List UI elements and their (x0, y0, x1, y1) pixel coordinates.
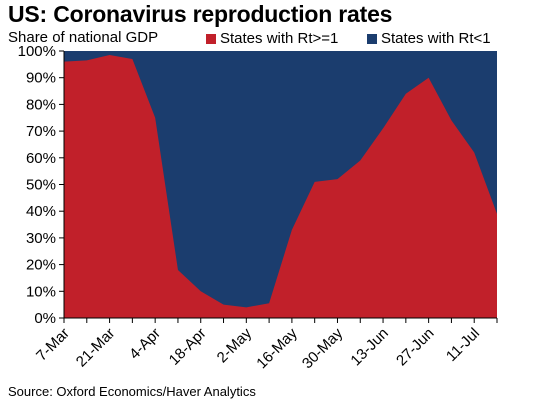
x-tick-label: 2-May (214, 324, 256, 366)
chart-title: US: Coronavirus reproduction rates (8, 1, 393, 27)
y-tick-label: 10% (26, 283, 56, 300)
legend-label: States with Rt<1 (381, 30, 491, 47)
legend-swatch-red (206, 33, 216, 44)
x-tick-label: 11-Jul (443, 325, 483, 365)
y-tick-label: 60% (26, 150, 56, 167)
x-tick-label: 7-Mar (33, 325, 73, 365)
x-tick-label: 18-Apr (166, 325, 210, 369)
legend-item-rt-above-1: States with Rt>=1 (206, 30, 338, 47)
x-tick-label: 30-May (299, 324, 347, 372)
y-tick-label: 0% (34, 310, 56, 327)
area-series-rt-above-1 (64, 55, 497, 318)
y-tick-label: 90% (26, 70, 56, 87)
y-tick-label: 20% (26, 257, 56, 274)
y-axis-label: Share of national GDP (8, 29, 159, 46)
x-tick-label: 16-May (253, 324, 301, 372)
y-tick-label: 80% (26, 96, 56, 113)
x-tick-label: 4-Apr (126, 325, 164, 363)
area-chart: 0% 10% 20% 30% 40% 50% 60% 70% 80% 90% 100% 7-Mar 21… (18, 43, 498, 372)
y-tick-label: 30% (26, 230, 56, 247)
y-tick-label: 100% (18, 43, 56, 60)
x-tick-label: 27-Jun (393, 325, 437, 369)
x-tick-label: 21-Mar (73, 325, 119, 371)
legend-label: States with Rt>=1 (220, 30, 339, 47)
source-note: Source: Oxford Economics/Haver Analytics (8, 384, 256, 399)
x-tick-label: 13-Jun (347, 325, 391, 369)
y-tick-label: 40% (26, 203, 56, 220)
y-tick-label: 50% (26, 177, 56, 194)
y-tick-label: 70% (26, 123, 56, 140)
legend-swatch-blue (367, 33, 377, 44)
legend-item-rt-below-1: States with Rt<1 (367, 30, 491, 47)
